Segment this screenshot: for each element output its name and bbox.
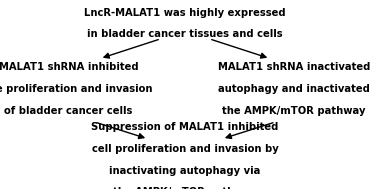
Text: autophagy and inactivated: autophagy and inactivated: [218, 84, 370, 94]
Text: the AMPK/mTOR pathway: the AMPK/mTOR pathway: [222, 106, 366, 115]
Text: MALAT1 shRNA inactivated: MALAT1 shRNA inactivated: [218, 62, 370, 72]
Text: MALAT1 shRNA inhibited: MALAT1 shRNA inhibited: [0, 62, 138, 72]
Text: cell proliferation and invasion by: cell proliferation and invasion by: [92, 144, 278, 154]
Text: inactivating autophagy via: inactivating autophagy via: [109, 166, 261, 176]
Text: LncR-MALAT1 was highly expressed: LncR-MALAT1 was highly expressed: [84, 8, 286, 18]
Text: the AMPK/mTOR pathway: the AMPK/mTOR pathway: [113, 187, 257, 189]
Text: Suppression of MALAT1 inhibited: Suppression of MALAT1 inhibited: [91, 122, 279, 132]
Text: in bladder cancer tissues and cells: in bladder cancer tissues and cells: [87, 29, 283, 40]
Text: of bladder cancer cells: of bladder cancer cells: [4, 106, 132, 115]
Text: the proliferation and invasion: the proliferation and invasion: [0, 84, 153, 94]
